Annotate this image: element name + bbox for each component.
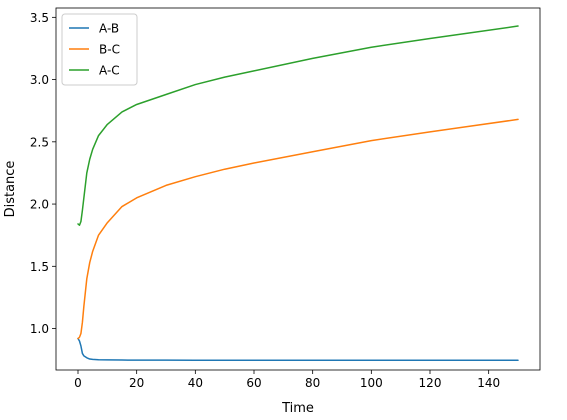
y-tick-label: 3.5	[30, 11, 49, 25]
y-tick-label: 1.5	[30, 260, 49, 274]
x-tick-label: 80	[305, 376, 320, 390]
x-tick-label: 40	[188, 376, 203, 390]
y-axis-label: Distance	[3, 161, 18, 218]
legend: A-B B-C A-C	[61, 13, 138, 86]
x-tick-label: 140	[477, 376, 500, 390]
series-line-1	[77, 337, 519, 362]
y-tick-label: 2.0	[30, 198, 49, 212]
x-tick-label: 20	[129, 376, 144, 390]
legend-box	[61, 13, 138, 86]
x-axis: 0 20 40 60 80 100 120 140	[74, 370, 500, 390]
series-line-2	[77, 118, 519, 340]
plot-frame	[55, 7, 541, 371]
x-axis-label: Time	[281, 401, 314, 416]
series-line-3	[77, 25, 519, 226]
x-tick-label: 120	[419, 376, 442, 390]
legend-label-3: A-C	[99, 64, 120, 78]
y-tick-label: 3.0	[30, 73, 49, 87]
x-tick-label: 0	[74, 376, 82, 390]
y-tick-label: 1.0	[30, 322, 49, 336]
y-axis: 1.0 1.5 2.0 2.5 3.0 3.5	[30, 11, 56, 336]
y-tick-label: 2.5	[30, 135, 49, 149]
x-tick-label: 60	[246, 376, 261, 390]
legend-label-2: B-C	[99, 43, 120, 57]
series-layer	[77, 25, 519, 362]
legend-label-1: A-B	[99, 22, 119, 36]
x-tick-label: 100	[360, 376, 383, 390]
